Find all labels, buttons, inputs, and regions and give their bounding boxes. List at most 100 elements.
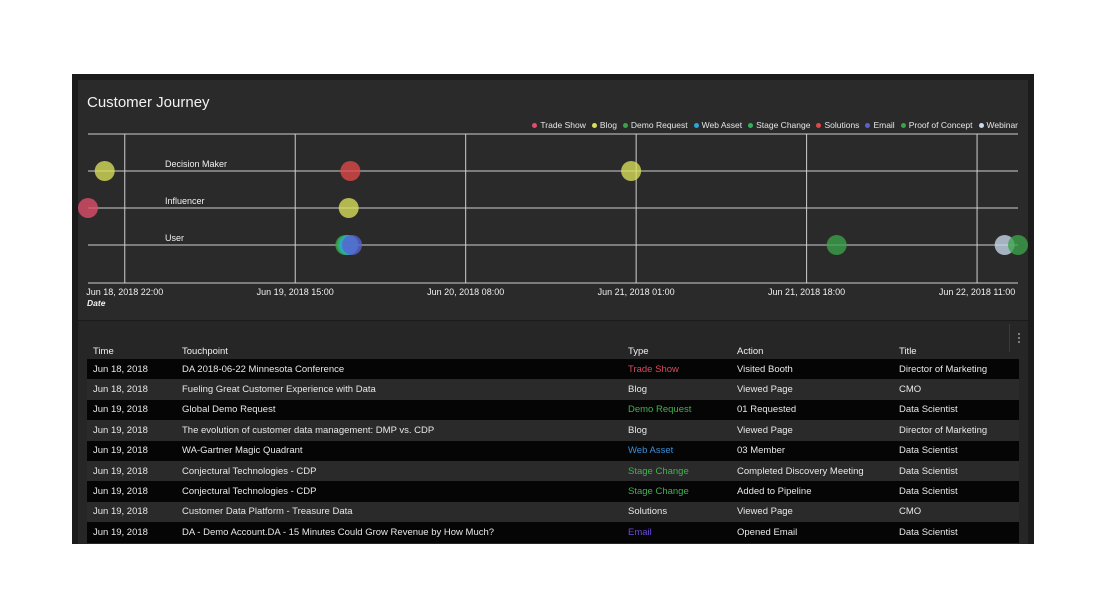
cell-title: Data Scientist (899, 404, 958, 416)
legend-label: Proof of Concept (908, 120, 973, 130)
legend-label: Web Asset (701, 120, 743, 130)
journey-chart-panel: Jun 18, 2018 22:00 Jun 19, 2018 15:00 Jun … (78, 80, 1028, 320)
legend-item-stage-change[interactable]: Stage Change (748, 120, 810, 130)
legend-dot-icon (900, 122, 906, 128)
legend-dot-icon (865, 122, 871, 128)
cell-title: CMO (899, 506, 922, 518)
legend-item-demo-request[interactable]: Demo Request (622, 120, 688, 130)
legend-item-proof-of-concept[interactable]: Proof of Concept (900, 120, 973, 130)
cell-action: 03 Member (737, 445, 786, 457)
cell-title: Director of Marketing (899, 424, 988, 436)
legend-item-solutions[interactable]: Solutions (816, 120, 859, 130)
touchpoint-table-panel: Time Touchpoint Type Action Title Jun 18… (78, 321, 1028, 544)
chart-title: Customer Journey (87, 94, 210, 111)
column-header-touchpoint[interactable]: Touchpoint (182, 345, 228, 357)
legend-dot-icon (622, 122, 628, 128)
legend-item-blog[interactable]: Blog (591, 120, 617, 130)
data-point-blog[interactable] (338, 198, 359, 218)
data-point-trade-show[interactable] (78, 198, 98, 218)
lane-label-influencer: Influencer (165, 196, 205, 206)
table-row[interactable]: Jun 19, 2018 Conjectural Technologies - C… (87, 460, 1019, 482)
cell-touchpoint: Conjectural Technologies - CDP (182, 465, 317, 477)
cell-action: Visited Booth (737, 363, 793, 375)
legend-item-email[interactable]: Email (865, 120, 895, 130)
cell-title: CMO (899, 384, 922, 396)
table-row[interactable]: Jun 19, 2018 Conjectural Technologies - C… (87, 481, 1019, 502)
legend-item-trade-show[interactable]: Trade Show (532, 120, 586, 130)
cell-time: Jun 19, 2018 (93, 526, 148, 538)
cell-type: Email (628, 526, 652, 538)
legend-label: Solutions (824, 120, 860, 130)
customer-journey-widget: Jun 18, 2018 22:00 Jun 19, 2018 15:00 Jun … (72, 74, 1034, 544)
cell-type: Demo Request (628, 404, 692, 416)
cell-touchpoint: DA 2018-06-22 Minnesota Conference (182, 363, 345, 375)
legend-item-webinar[interactable]: Webinar (978, 120, 1019, 130)
cell-type: Stage Change (628, 486, 689, 498)
cell-touchpoint: Customer Data Platform - Treasure Data (182, 506, 353, 518)
table-header-row: Time Touchpoint Type Action Title (87, 343, 1019, 359)
x-axis-label: Date (87, 298, 106, 308)
data-point-blog[interactable] (94, 161, 115, 181)
cell-type: Blog (628, 384, 648, 396)
column-header-time[interactable]: Time (93, 345, 114, 357)
legend-label: Demo Request (630, 120, 688, 130)
data-point-proof-of-concept[interactable] (1008, 235, 1028, 255)
cell-type: Trade Show (628, 363, 679, 375)
cell-touchpoint: Conjectural Technologies - CDP (182, 486, 317, 498)
table-row[interactable]: Jun 19, 2018 The evolution of customer da… (87, 420, 1019, 441)
table-row[interactable]: Jun 18, 2018 Fueling Great Customer Exper… (87, 379, 1019, 400)
x-tick-label: Jun 18, 2018 22:00 (86, 287, 163, 297)
legend-dot-icon (693, 122, 699, 128)
table-row[interactable]: Jun 19, 2018 WA-Gartner Magic Quadrant Web… (87, 440, 1019, 461)
cell-touchpoint: DA - Demo Account.DA - 15 Minutes Could … (182, 526, 495, 538)
legend-label: Blog (599, 120, 617, 130)
cell-title: Data Scientist (899, 465, 958, 477)
cell-type: Solutions (628, 506, 668, 518)
cell-time: Jun 19, 2018 (93, 506, 148, 518)
legend-label: Webinar (986, 120, 1019, 130)
legend-label: Email (873, 120, 895, 130)
cell-action: Viewed Page (737, 424, 793, 436)
cell-title: Director of Marketing (899, 363, 988, 375)
x-tick-label: Jun 22, 2018 11:00 (939, 287, 1015, 297)
legend-dot-icon (748, 122, 754, 128)
touchpoint-table: Time Touchpoint Type Action Title Jun 18… (87, 343, 1019, 543)
cell-action: Completed Discovery Meeting (737, 465, 864, 477)
legend-dot-icon (978, 122, 984, 128)
table-row[interactable]: Jun 19, 2018 Global Demo Request Demo Requ… (87, 399, 1019, 421)
more-options-icon[interactable] (1009, 324, 1028, 352)
data-point-blog[interactable] (621, 161, 642, 181)
cell-time: Jun 18, 2018 (93, 363, 148, 375)
cell-type: Web Asset (628, 445, 674, 457)
cell-action: Viewed Page (737, 384, 793, 396)
data-point-solutions[interactable] (340, 161, 361, 181)
legend-label: Trade Show (540, 120, 586, 130)
cell-action: Added to Pipeline (737, 486, 812, 498)
cell-action: Viewed Page (737, 506, 793, 518)
data-point-proof-of-concept[interactable] (826, 235, 847, 255)
legend-item-web-asset[interactable]: Web Asset (693, 120, 743, 130)
x-tick-label: Jun 19, 2018 15:00 (257, 287, 334, 297)
x-tick-label: Jun 21, 2018 01:00 (598, 287, 675, 297)
cell-title: Data Scientist (899, 526, 958, 538)
data-point-email[interactable] (342, 235, 363, 255)
cell-touchpoint: Global Demo Request (182, 404, 276, 416)
cell-touchpoint: WA-Gartner Magic Quadrant (182, 445, 303, 457)
cell-title: Data Scientist (899, 445, 958, 457)
column-header-type[interactable]: Type (628, 345, 649, 357)
column-header-action[interactable]: Action (737, 345, 764, 357)
table-row[interactable]: Jun 19, 2018 DA - Demo Account.DA - 15 Mi… (87, 522, 1019, 543)
lane-label-decision-maker: Decision Maker (165, 159, 227, 169)
table-row[interactable]: Jun 19, 2018 Customer Data Platform - Tre… (87, 501, 1019, 523)
cell-time: Jun 19, 2018 (93, 445, 148, 457)
chart-legend: Trade Show Blog Demo Request Web Asset Stage… (532, 120, 1018, 130)
table-row[interactable]: Jun 18, 2018 DA 2018-06-22 Minnesota Conf… (87, 359, 1019, 380)
cell-type: Stage Change (628, 465, 689, 477)
x-tick-label: Jun 21, 2018 18:00 (768, 287, 845, 297)
cell-time: Jun 18, 2018 (93, 384, 148, 396)
legend-label: Stage Change (756, 120, 811, 130)
cell-touchpoint: Fueling Great Customer Experience with D… (182, 384, 376, 396)
cell-title: Data Scientist (899, 486, 958, 498)
cell-time: Jun 19, 2018 (93, 465, 148, 477)
column-header-title[interactable]: Title (899, 345, 917, 357)
